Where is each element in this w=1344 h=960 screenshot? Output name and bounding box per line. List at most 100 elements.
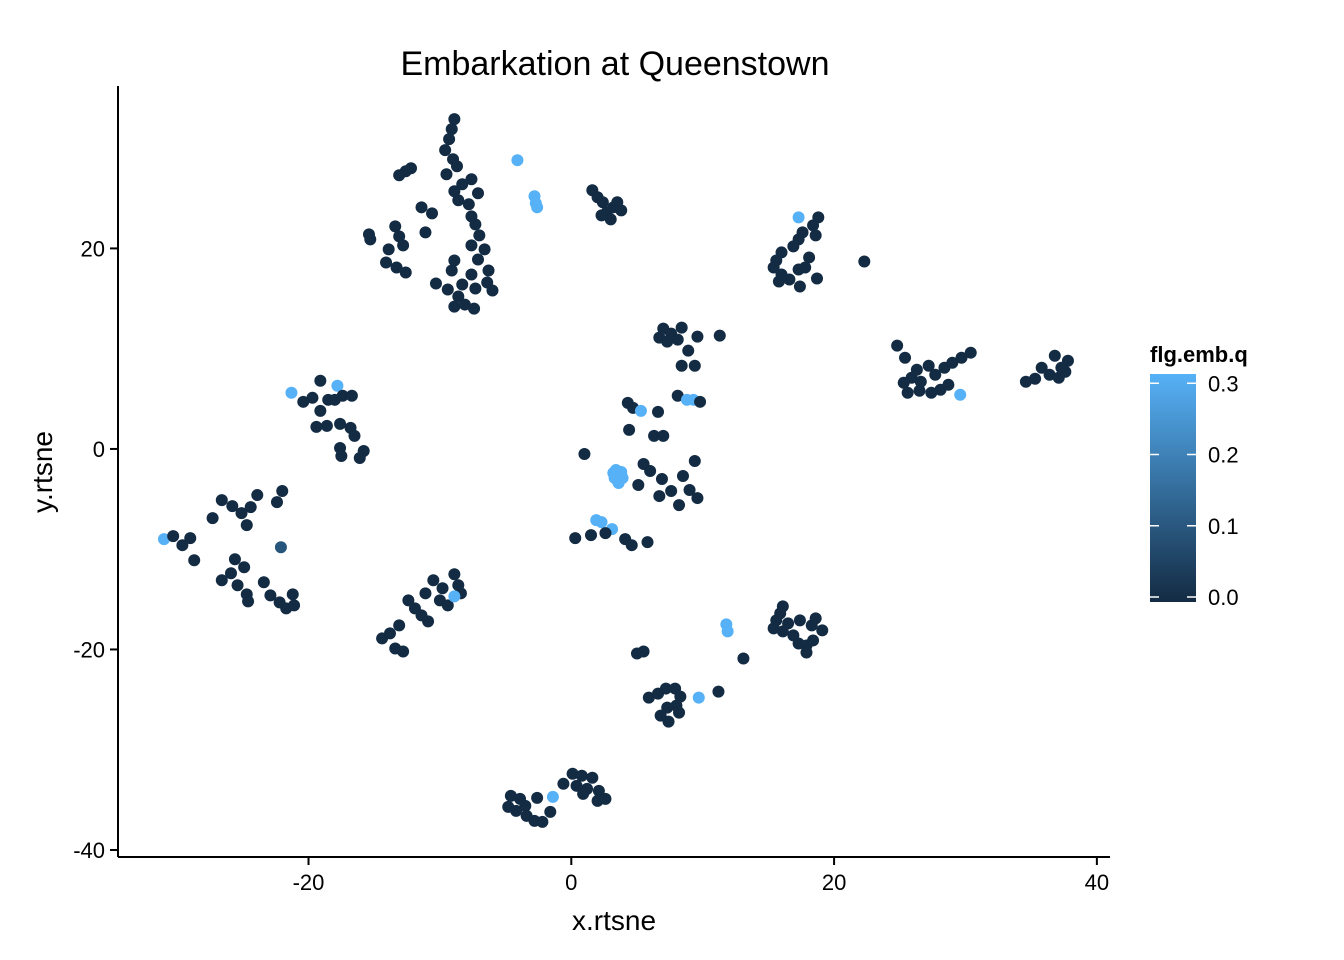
data-point	[955, 351, 968, 364]
data-point	[422, 615, 435, 628]
data-point	[393, 619, 406, 632]
data-point	[810, 272, 823, 285]
data-point	[615, 204, 628, 217]
data-point	[441, 599, 454, 612]
data-point	[456, 278, 469, 291]
data-point	[816, 624, 829, 637]
data-point	[348, 429, 361, 442]
data-point	[244, 501, 257, 514]
data-point	[803, 251, 816, 264]
data-point	[659, 682, 672, 695]
data-point	[694, 395, 707, 408]
data-point	[592, 784, 605, 797]
data-point	[772, 275, 785, 288]
data-point	[439, 144, 452, 157]
data-point	[637, 645, 650, 658]
data-point	[922, 359, 935, 372]
data-point	[737, 652, 750, 665]
data-point	[1035, 361, 1048, 374]
data-point	[787, 240, 800, 253]
legend: flg.emb.q 0.0 0.1 0.2 0.3	[1150, 342, 1248, 610]
data-point	[445, 123, 458, 136]
data-point	[792, 211, 805, 224]
data-point	[297, 395, 310, 408]
data-point	[809, 612, 822, 625]
chart-title: Embarkation at Queenstown	[400, 45, 829, 83]
data-point	[458, 298, 471, 311]
data-point	[642, 691, 655, 704]
data-point	[595, 209, 608, 222]
data-point	[662, 715, 675, 728]
data-point	[671, 333, 684, 346]
data-point	[264, 589, 277, 602]
data-point	[448, 590, 461, 603]
data-point	[899, 351, 912, 364]
data-point	[465, 173, 478, 186]
data-point	[596, 196, 609, 209]
data-point	[682, 344, 695, 357]
data-point	[595, 516, 608, 529]
data-point	[206, 512, 219, 525]
y-axis-title: y.rtsne	[27, 431, 58, 513]
data-point	[334, 417, 347, 430]
data-point	[448, 568, 461, 581]
data-point	[465, 268, 478, 281]
x-tick-label: 0	[565, 870, 577, 895]
data-point	[184, 532, 197, 545]
data-point	[419, 587, 432, 600]
data-point	[652, 405, 665, 418]
data-point	[673, 499, 686, 512]
data-point	[793, 614, 806, 627]
data-point	[599, 792, 612, 805]
data-point	[345, 389, 358, 402]
data-point	[1043, 368, 1056, 381]
data-point	[641, 536, 654, 549]
data-point	[570, 779, 583, 792]
x-tick-label: -20	[293, 870, 325, 895]
data-point	[575, 769, 588, 782]
data-point	[604, 213, 617, 226]
data-point	[270, 496, 283, 509]
data-point	[215, 574, 228, 587]
data-point	[767, 622, 780, 635]
data-point	[946, 356, 959, 369]
data-point	[793, 280, 806, 293]
data-point	[436, 582, 449, 595]
data-point	[285, 386, 298, 399]
data-point	[448, 300, 461, 313]
legend-title: flg.emb.q	[1150, 342, 1248, 367]
data-point	[569, 532, 582, 545]
data-point	[901, 386, 914, 399]
x-tick-label: 20	[822, 870, 846, 895]
data-point	[942, 378, 955, 391]
data-point	[452, 194, 465, 207]
data-point	[544, 805, 557, 818]
x-axis-ticks: -20 0 20 40	[293, 857, 1109, 895]
data-point	[242, 595, 255, 608]
data-point	[964, 346, 977, 359]
colorbar-tick-label: 0.3	[1208, 371, 1239, 396]
data-point	[462, 198, 475, 211]
data-point	[566, 767, 579, 780]
data-point	[577, 787, 590, 800]
data-point	[792, 263, 805, 276]
data-point	[858, 255, 871, 268]
data-point	[320, 419, 333, 432]
data-point	[188, 554, 201, 567]
data-point	[274, 541, 287, 554]
data-point	[632, 479, 645, 492]
data-point	[472, 253, 485, 266]
data-point	[653, 490, 666, 503]
colorbar-tick-label: 0.0	[1208, 585, 1239, 610]
data-point	[1048, 349, 1061, 362]
data-point	[688, 359, 701, 372]
data-point	[683, 484, 696, 497]
data-point	[448, 254, 461, 267]
data-point	[1019, 375, 1032, 388]
data-point	[157, 533, 170, 546]
data-point	[382, 243, 395, 256]
data-point	[929, 368, 942, 381]
data-point	[473, 229, 486, 242]
data-point	[809, 229, 822, 242]
data-point	[364, 233, 377, 246]
